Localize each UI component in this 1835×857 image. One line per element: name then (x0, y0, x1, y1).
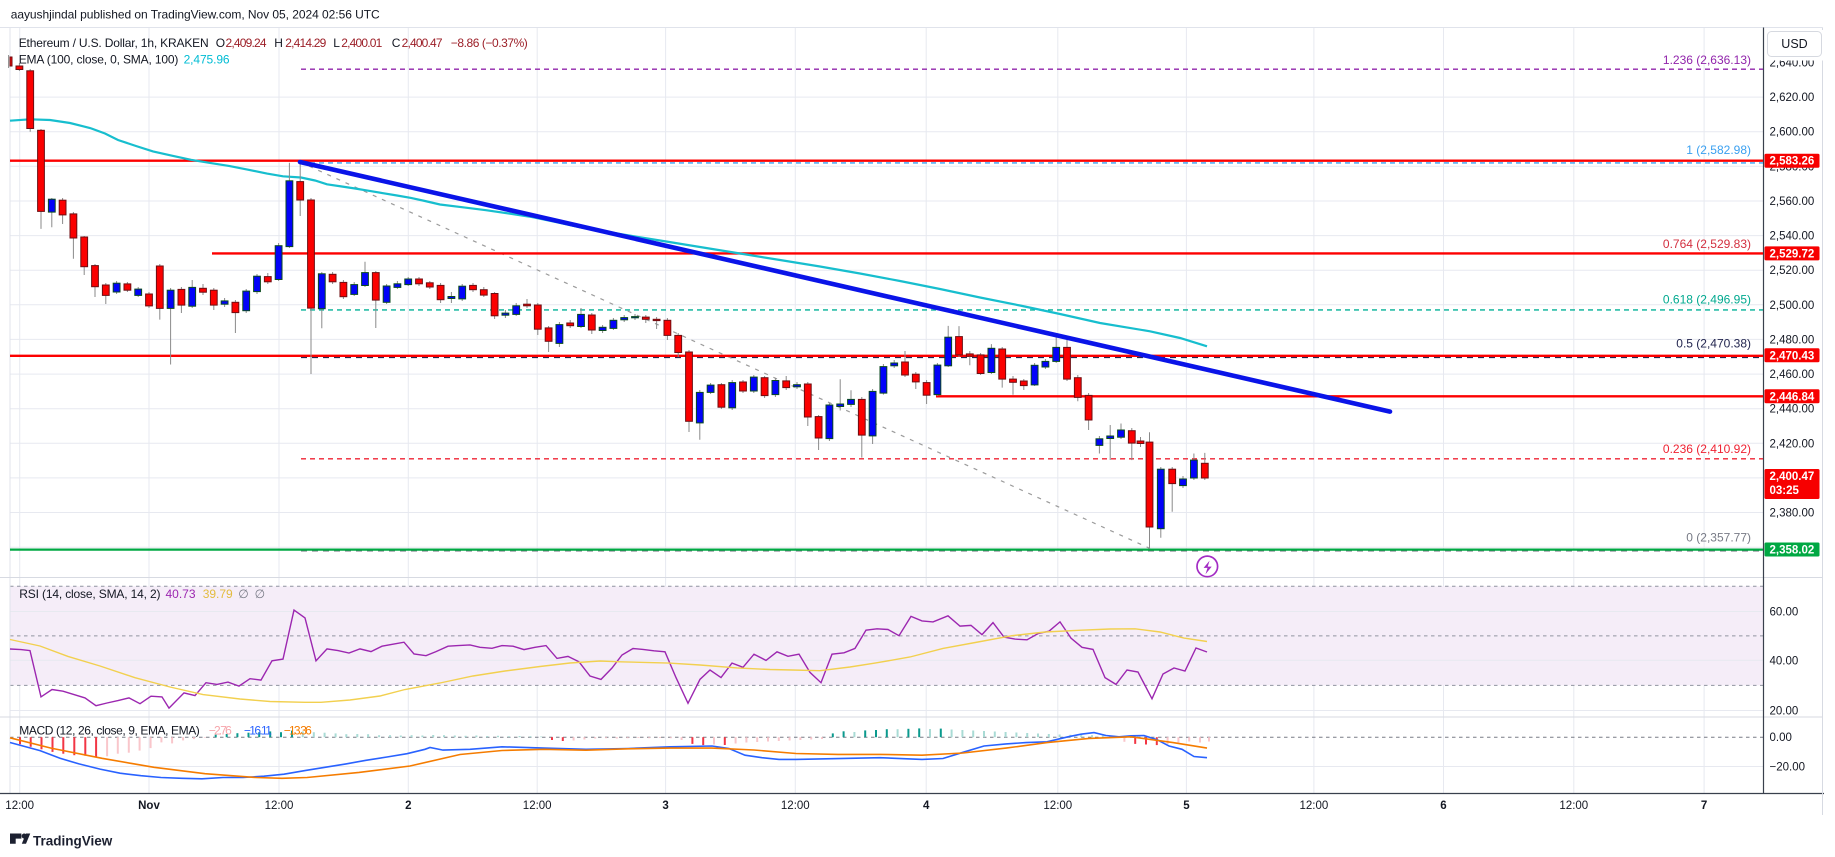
svg-text:2,446.84: 2,446.84 (1770, 391, 1815, 403)
svg-text:2,583.26: 2,583.26 (1770, 156, 1815, 168)
svg-text:2,620.00: 2,620.00 (1770, 92, 1815, 104)
svg-text:0.00: 0.00 (1770, 732, 1792, 744)
svg-text:7: 7 (1701, 800, 1707, 812)
svg-text:1.236 (2,636.13): 1.236 (2,636.13) (1663, 53, 1751, 67)
svg-text:2,540.00: 2,540.00 (1770, 231, 1815, 243)
svg-text:20.00: 20.00 (1770, 706, 1799, 718)
svg-text:2: 2 (405, 800, 411, 812)
svg-text:12:00: 12:00 (5, 800, 34, 812)
svg-text:40.00: 40.00 (1770, 655, 1799, 667)
svg-text:2,480.00: 2,480.00 (1770, 334, 1815, 346)
svg-text:0 (2,357.77): 0 (2,357.77) (1686, 531, 1751, 545)
svg-text:12:00: 12:00 (523, 800, 552, 812)
svg-text:1 (2,582.98): 1 (2,582.98) (1686, 143, 1751, 157)
svg-text:0.618 (2,496.95): 0.618 (2,496.95) (1663, 292, 1751, 306)
svg-text:2,440.00: 2,440.00 (1770, 404, 1815, 416)
svg-text:2,470.43: 2,470.43 (1770, 350, 1815, 362)
svg-text:4: 4 (923, 800, 930, 812)
svg-text:2,358.02: 2,358.02 (1770, 545, 1815, 557)
svg-text:2,560.00: 2,560.00 (1770, 196, 1815, 208)
svg-text:2,600.00: 2,600.00 (1770, 127, 1815, 139)
svg-text:0.764 (2,529.83): 0.764 (2,529.83) (1663, 237, 1751, 251)
svg-text:2,460.00: 2,460.00 (1770, 369, 1815, 381)
svg-text:−20.00: −20.00 (1770, 762, 1806, 774)
svg-text:0.236 (2,410.92): 0.236 (2,410.92) (1663, 442, 1751, 456)
svg-text:2,400.47: 2,400.47 (1770, 471, 1815, 483)
svg-text:MACD (12, 26, close, 9, EMA, E: MACD (12, 26, close, 9, EMA, EMA) −2.76 −1… (19, 724, 312, 738)
svg-text:RSI (14, close, SMA, 14, 2)40.: RSI (14, close, SMA, 14, 2) 40.73 39.79 ∅ ∅ (19, 587, 265, 601)
svg-text:60.00: 60.00 (1770, 607, 1799, 619)
svg-text:3: 3 (662, 800, 668, 812)
svg-text:TradingView: TradingView (33, 833, 113, 848)
svg-text:2,529.72: 2,529.72 (1770, 248, 1815, 260)
svg-text:EMA (100, close, 0, SMA, 100)2: EMA (100, close, 0, SMA, 100) 2,475.96 (19, 53, 230, 67)
svg-text:2,380.00: 2,380.00 (1770, 508, 1815, 520)
svg-text:6: 6 (1440, 800, 1446, 812)
svg-text:Nov: Nov (138, 800, 160, 812)
svg-text:Ethereum / U.S. Dollar, 1h, KR: Ethereum / U.S. Dollar, 1h, KRAKEN O2,409… (19, 36, 528, 50)
svg-text:USD: USD (1781, 37, 1807, 51)
svg-text:12:00: 12:00 (265, 800, 294, 812)
svg-text:12:00: 12:00 (781, 800, 810, 812)
svg-text:2,520.00: 2,520.00 (1770, 265, 1815, 277)
svg-text:03:25: 03:25 (1770, 485, 1800, 497)
svg-text:5: 5 (1183, 800, 1190, 812)
svg-text:12:00: 12:00 (1043, 800, 1072, 812)
svg-text:aayushjindal published on Trad: aayushjindal published on TradingView.co… (11, 8, 380, 22)
svg-text:12:00: 12:00 (1300, 800, 1329, 812)
svg-text:0.5 (2,470.38): 0.5 (2,470.38) (1676, 337, 1751, 351)
svg-text:12:00: 12:00 (1559, 800, 1588, 812)
svg-text:2,500.00: 2,500.00 (1770, 300, 1815, 312)
svg-text:2,420.00: 2,420.00 (1770, 438, 1815, 450)
